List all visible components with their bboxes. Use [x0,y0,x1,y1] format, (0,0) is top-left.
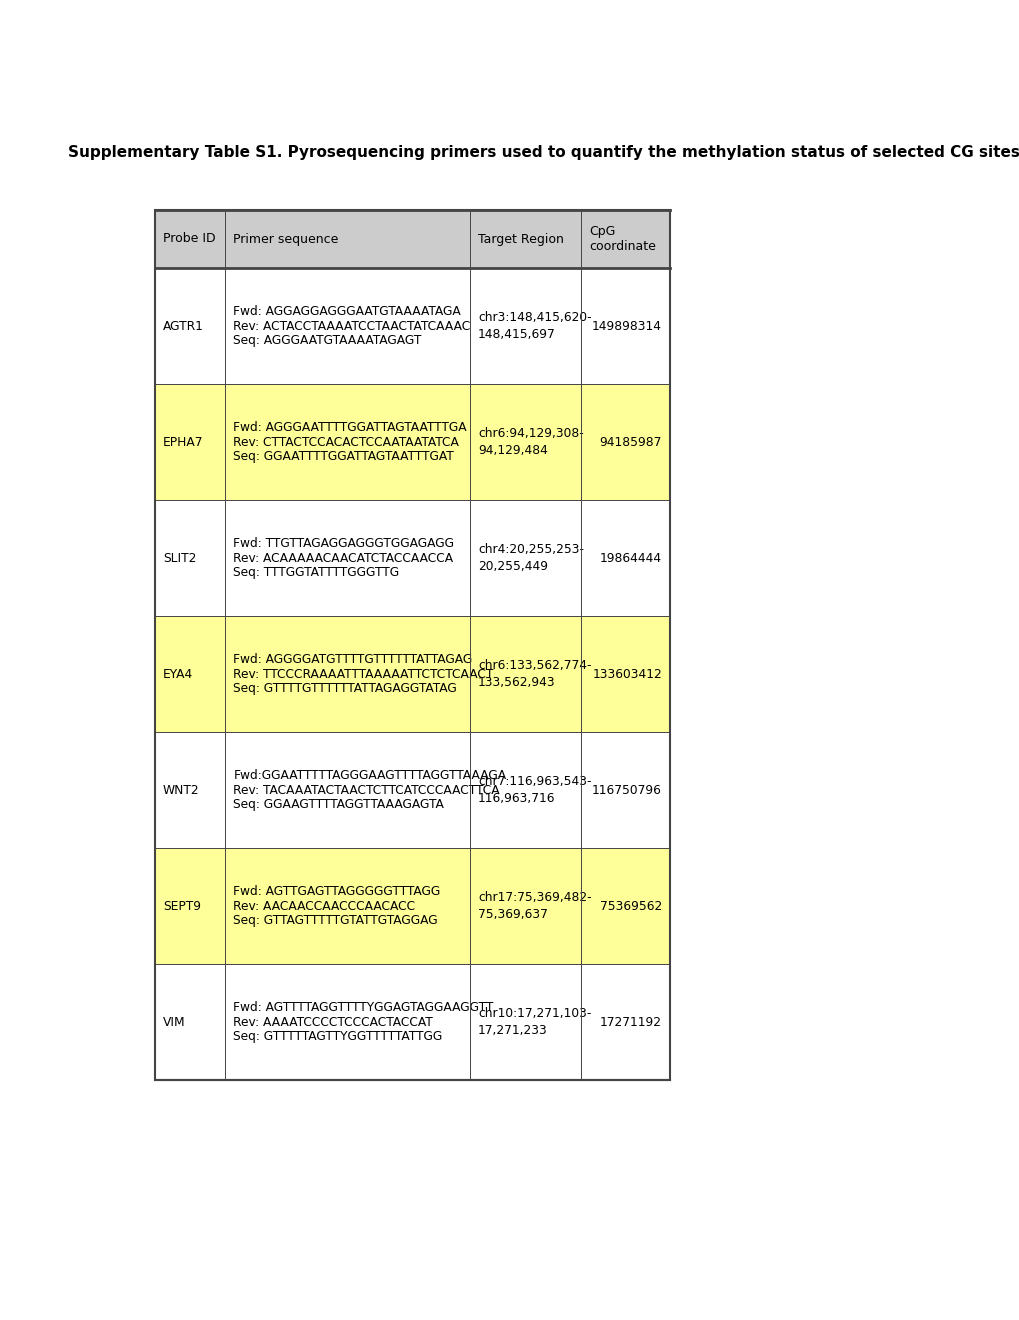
Text: CpG
coordinate: CpG coordinate [589,224,655,253]
Text: Probe ID: Probe ID [163,232,215,246]
Text: 116750796: 116750796 [592,784,661,796]
Text: chr7:116,963,543-
116,963,716: chr7:116,963,543- 116,963,716 [478,775,591,805]
Text: Fwd: AGGGGATGTTTTGTTTTTTATTAGAG: Fwd: AGGGGATGTTTTGTTTTTTATTAGAG [233,653,472,667]
Text: Supplementary Table S1. Pyrosequencing primers used to quantify the methylation : Supplementary Table S1. Pyrosequencing p… [68,145,1019,160]
Bar [155,210,669,268]
Text: chr10:17,271,103-
17,271,233: chr10:17,271,103- 17,271,233 [478,1007,591,1038]
Text: Rev: ACTACCTAAAATCCTAACTATCAAAC: Rev: ACTACCTAAAATCCTAACTATCAAAC [233,319,470,333]
Bar [155,616,669,733]
Text: 133603412: 133603412 [592,668,661,681]
Text: 149898314: 149898314 [591,319,661,333]
Text: chr6:133,562,774-
133,562,943: chr6:133,562,774- 133,562,943 [478,659,591,689]
Text: EYA4: EYA4 [163,668,193,681]
Text: Fwd: AGGAGGAGGGAATGTAAAATAGA: Fwd: AGGAGGAGGGAATGTAAAATAGA [233,305,461,318]
Text: Seq: AGGGAATGTAAAATAGAGT: Seq: AGGGAATGTAAAATAGAGT [233,334,422,347]
Text: EPHA7: EPHA7 [163,436,204,449]
Text: chr6:94,129,308-
94,129,484: chr6:94,129,308- 94,129,484 [478,426,583,457]
Text: VIM: VIM [163,1015,185,1028]
Text: Seq: GTTTTTAGTTYGGTTTTTATTGG: Seq: GTTTTTAGTTYGGTTTTTATTGG [233,1030,442,1043]
Text: Fwd: TTGTTAGAGGAGGGTGGAGAGG: Fwd: TTGTTAGAGGAGGGTGGAGAGG [233,537,453,550]
Text: chr4:20,255,253-
20,255,449: chr4:20,255,253- 20,255,449 [478,543,583,573]
Bar [155,210,669,1080]
Text: Fwd: AGGGAATTTTGGATTAGTAATTTGA: Fwd: AGGGAATTTTGGATTAGTAATTTGA [233,421,467,434]
Text: 94185987: 94185987 [599,436,661,449]
Text: SEPT9: SEPT9 [163,899,201,912]
Bar [155,500,669,616]
Text: 75369562: 75369562 [599,899,661,912]
Bar [155,384,669,500]
Text: Rev: ACAAAAACAACATCTACCAACCA: Rev: ACAAAAACAACATCTACCAACCA [233,552,453,565]
Text: Seq: GTTAGTTTTTGTATTGTAGGAG: Seq: GTTAGTTTTTGTATTGTAGGAG [233,913,437,927]
Text: SLIT2: SLIT2 [163,552,197,565]
Text: 17271192: 17271192 [599,1015,661,1028]
Bar [155,847,669,964]
Bar [155,964,669,1080]
Text: Rev: CTTACTCCACACTCCAATAATATCA: Rev: CTTACTCCACACTCCAATAATATCA [233,436,459,449]
Text: Target Region: Target Region [478,232,564,246]
Text: Fwd:GGAATTTTTAGGGAAGTTTTAGGTTAAAGA: Fwd:GGAATTTTTAGGGAAGTTTTAGGTTAAAGA [233,770,506,781]
Text: WNT2: WNT2 [163,784,200,796]
Text: Seq: GTTTTGTTTTTTATTAGAGGTATAG: Seq: GTTTTGTTTTTTATTAGAGGTATAG [233,682,457,696]
Bar [155,733,669,847]
Text: Rev: TTCCCRAAAATTTAAAAATTCTCTCAACT: Rev: TTCCCRAAAATTTAAAAATTCTCTCAACT [233,668,493,681]
Text: AGTR1: AGTR1 [163,319,204,333]
Text: chr3:148,415,620-
148,415,697: chr3:148,415,620- 148,415,697 [478,312,591,341]
Text: chr17:75,369,482-
75,369,637: chr17:75,369,482- 75,369,637 [478,891,591,921]
Text: Rev: TACAAATACTAACTCTTCATCCCAACTTCA: Rev: TACAAATACTAACTCTTCATCCCAACTTCA [233,784,499,796]
Text: Seq: GGAAGTTTTAGGTTAAAGAGTA: Seq: GGAAGTTTTAGGTTAAAGAGTA [233,799,444,810]
Text: Rev: AAAATCCCCTCCCACTACCAT: Rev: AAAATCCCCTCCCACTACCAT [233,1015,433,1028]
Bar [155,268,669,384]
Text: Rev: AACAACCAACCCAACACC: Rev: AACAACCAACCCAACACC [233,899,415,912]
Text: Fwd: AGTTTTAGGTTTTYGGAGTAGGAAGGTT: Fwd: AGTTTTAGGTTTTYGGAGTAGGAAGGTT [233,1001,493,1014]
Text: Fwd: AGTTGAGTTAGGGGGTTTAGG: Fwd: AGTTGAGTTAGGGGGTTTAGG [233,884,440,898]
Text: Seq: GGAATTTTGGATTAGTAATTTGAT: Seq: GGAATTTTGGATTAGTAATTTGAT [233,450,453,463]
Text: 19864444: 19864444 [599,552,661,565]
Text: Primer sequence: Primer sequence [233,232,338,246]
Text: Seq: TTTGGTATTTTGGGTTG: Seq: TTTGGTATTTTGGGTTG [233,566,399,579]
